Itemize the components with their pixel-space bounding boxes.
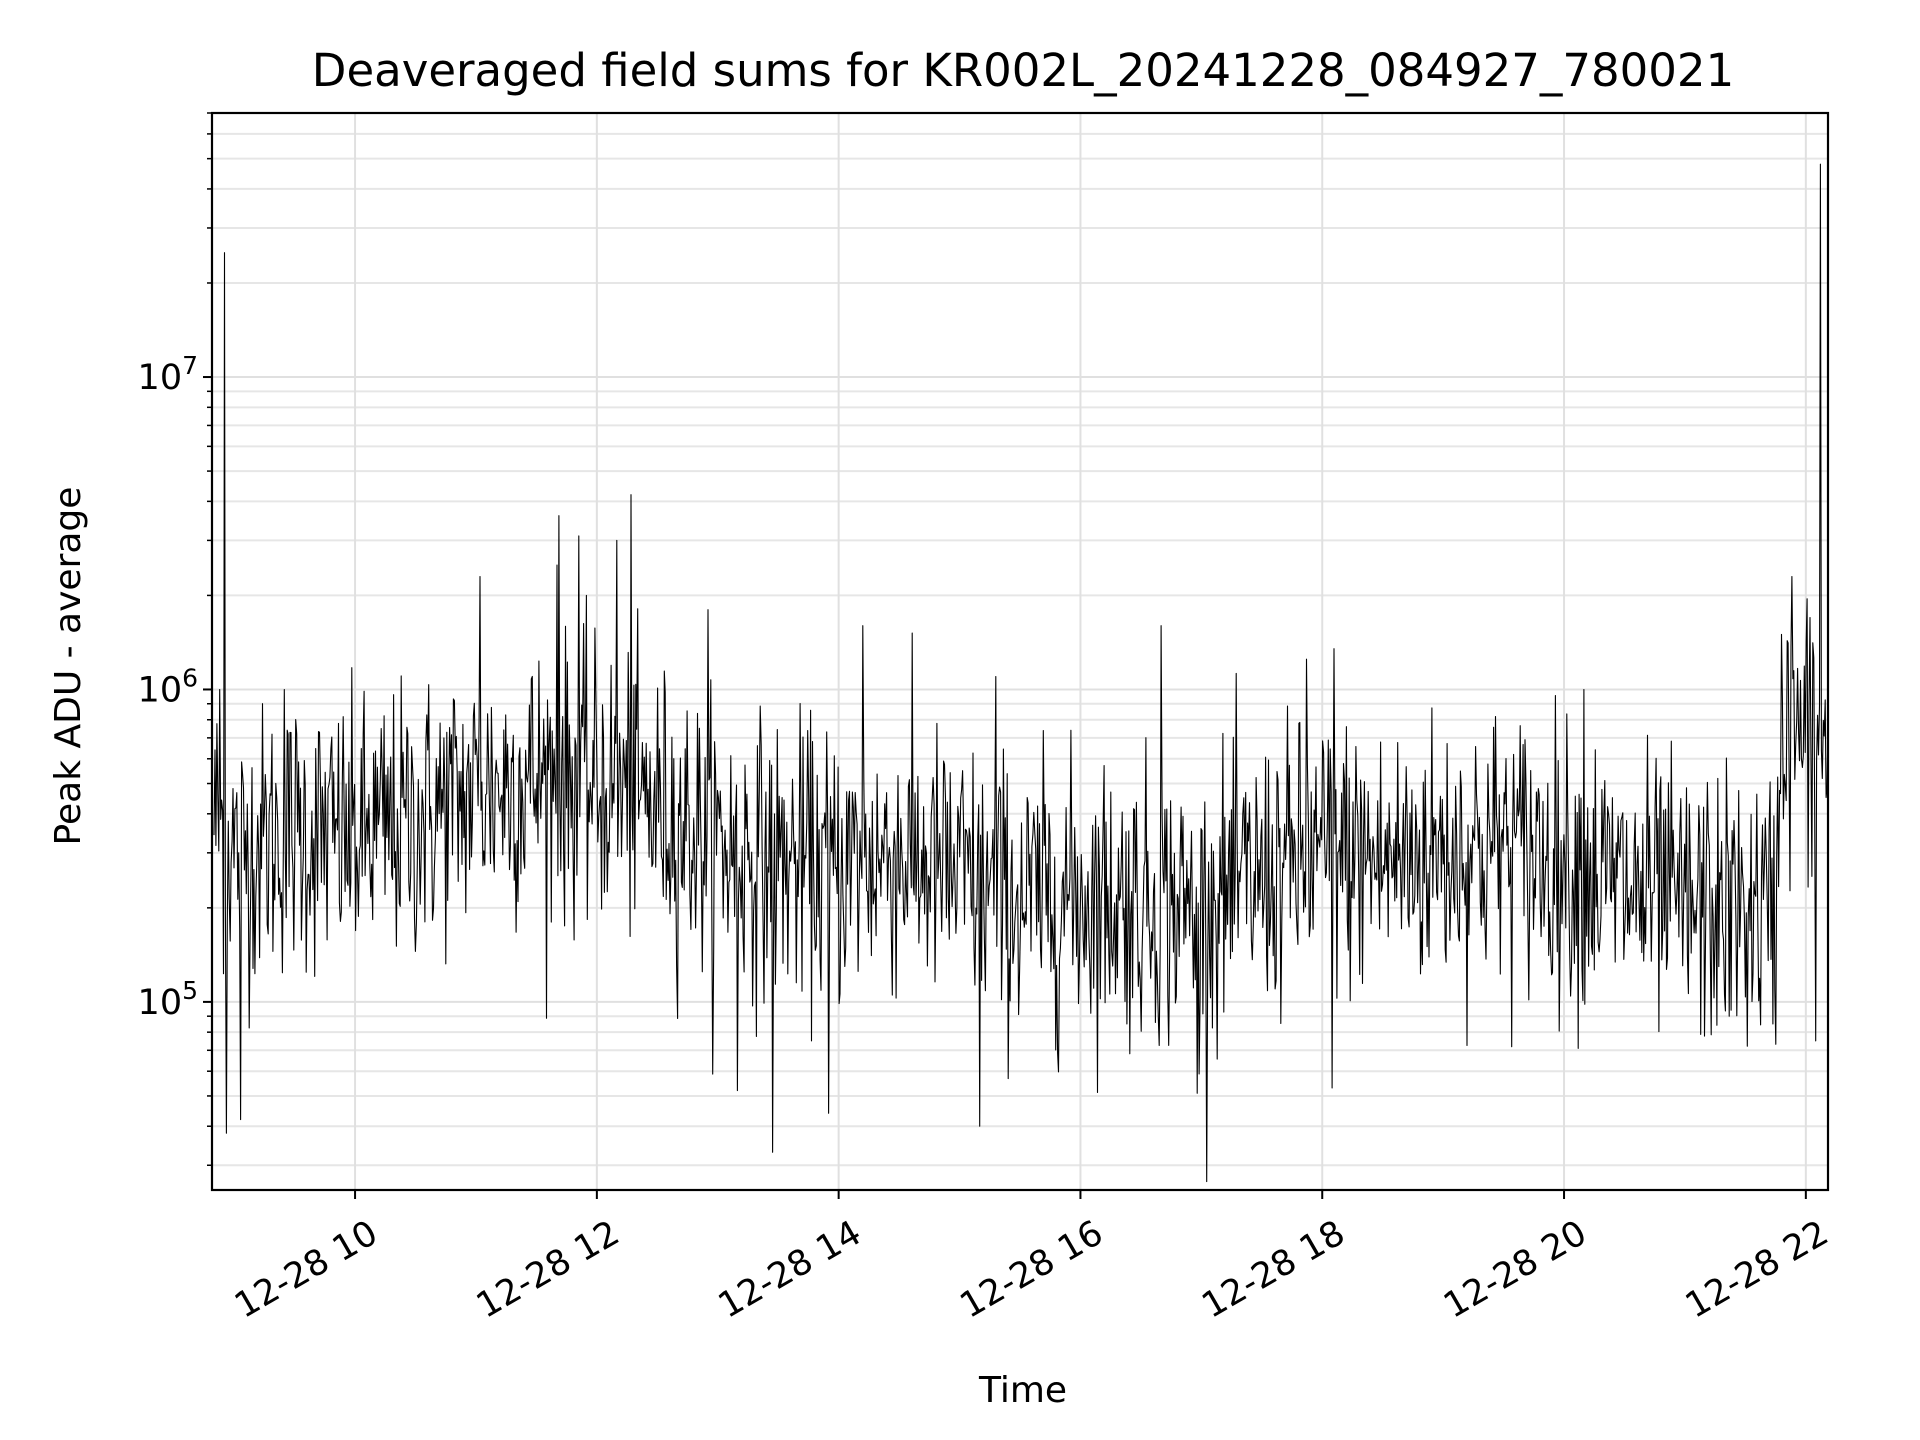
major-gridlines <box>212 113 1828 1190</box>
y-axis-label: Peak ADU - average <box>48 487 89 846</box>
x-axis-label: Time <box>978 1370 1067 1411</box>
y-tick-label: 107 <box>138 351 198 398</box>
series-line <box>213 163 1829 1183</box>
y-tick-label: 105 <box>138 976 198 1023</box>
plot-frame <box>210 111 1830 1192</box>
chart-title: Deaveraged field sums for KR002L_2024122… <box>312 44 1734 97</box>
plot-area <box>210 111 1830 1192</box>
